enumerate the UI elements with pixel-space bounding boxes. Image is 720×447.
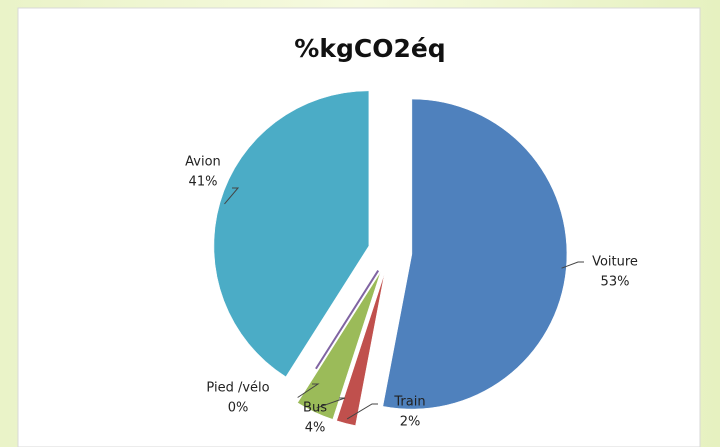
slice-label: Train <box>393 395 425 410</box>
leader-line <box>316 397 346 409</box>
leader-line <box>561 261 584 269</box>
pie-slice <box>213 90 370 378</box>
slice-label: Voiture <box>592 255 638 270</box>
slice-value-label: 4% <box>305 421 326 436</box>
slice-value-label: 53% <box>601 275 630 290</box>
slice-value-label: 2% <box>400 415 421 430</box>
leader-line <box>224 187 240 205</box>
slice-label: Pied /vélo <box>206 381 269 396</box>
slice-value-label: 41% <box>189 175 218 190</box>
slice-label: Bus <box>303 401 327 416</box>
slice-value-label: 0% <box>228 401 249 416</box>
pie-slice <box>382 98 568 410</box>
leader-line <box>346 403 378 420</box>
leader-line <box>297 383 320 398</box>
pie-slice <box>297 271 381 420</box>
slice-label: Avion <box>185 155 221 170</box>
pie-slice <box>336 273 385 426</box>
chart-title: %kgCO2éq <box>294 34 445 63</box>
pie-slice <box>315 270 380 370</box>
